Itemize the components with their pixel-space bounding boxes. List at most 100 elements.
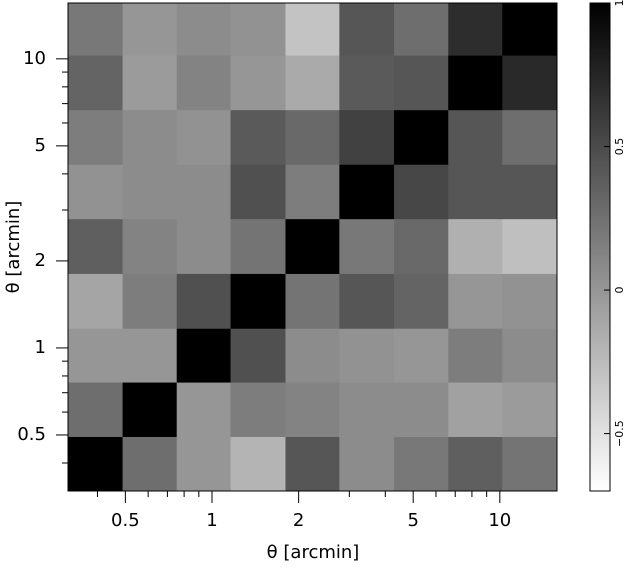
heatmap-cell bbox=[68, 328, 124, 383]
heatmap-cell bbox=[285, 273, 340, 329]
heatmap-cell bbox=[230, 3, 286, 56]
heatmap-cell bbox=[230, 55, 286, 111]
heatmap-cell bbox=[68, 436, 124, 492]
heatmap-cell bbox=[68, 109, 124, 165]
heatmap-cell bbox=[285, 3, 340, 56]
heatmap-cell bbox=[339, 164, 395, 220]
heatmap-cell bbox=[448, 164, 503, 220]
heatmap-cell bbox=[176, 164, 232, 220]
heatmap-cell bbox=[68, 3, 124, 56]
heatmap-cell bbox=[394, 218, 449, 274]
heatmap-cell bbox=[176, 218, 232, 274]
x-tick-label: 2 bbox=[293, 510, 304, 531]
heatmap-cell bbox=[502, 382, 558, 437]
heatmap-cell bbox=[448, 328, 503, 383]
heatmap-cell bbox=[285, 164, 340, 220]
heatmap-cell bbox=[230, 109, 286, 165]
heatmap-cell bbox=[285, 328, 340, 383]
heatmap-cell bbox=[176, 273, 232, 329]
heatmap-cell bbox=[339, 273, 395, 329]
heatmap-cell bbox=[339, 218, 395, 274]
heatmap-cell bbox=[230, 436, 286, 492]
heatmap-cell bbox=[230, 328, 286, 383]
heatmap-cell bbox=[176, 382, 232, 437]
plot-frame bbox=[67, 2, 558, 492]
heatmap-cell bbox=[122, 218, 178, 274]
heatmap-cell bbox=[176, 436, 232, 492]
heatmap-cell bbox=[285, 109, 340, 165]
heatmap-cell bbox=[230, 382, 286, 437]
colorbar-tick-label: 0.5 bbox=[613, 138, 624, 156]
heatmap-cell bbox=[502, 164, 558, 220]
heatmap-cell bbox=[285, 218, 340, 274]
y-axis-label: θ [arcmin] bbox=[3, 201, 24, 294]
heatmap-cell bbox=[285, 436, 340, 492]
heatmap-cell bbox=[122, 55, 178, 111]
heatmap-cell bbox=[502, 109, 558, 165]
heatmap-cell bbox=[122, 273, 178, 329]
heatmap-cell bbox=[394, 3, 449, 56]
heatmap-cell bbox=[394, 382, 449, 437]
heatmap-cell bbox=[68, 218, 124, 274]
y-tick-label: 2 bbox=[35, 250, 46, 271]
x-axis-label: θ [arcmin] bbox=[267, 542, 360, 563]
heatmap-cell bbox=[448, 436, 503, 492]
colorbar-tick-label: 0 bbox=[613, 287, 624, 294]
heatmap-cell bbox=[230, 273, 286, 329]
heatmap-cell bbox=[122, 382, 178, 437]
heatmap-cell bbox=[285, 55, 340, 111]
heatmap-cell bbox=[68, 382, 124, 437]
heatmap-cell bbox=[176, 3, 232, 56]
heatmap-cell bbox=[394, 55, 449, 111]
heatmap-cell bbox=[122, 3, 178, 56]
heatmap-cell bbox=[339, 109, 395, 165]
heatmap-cell bbox=[122, 164, 178, 220]
heatmap-cell bbox=[394, 273, 449, 329]
heatmap-cell bbox=[230, 218, 286, 274]
heatmap-cell bbox=[502, 273, 558, 329]
heatmap-cell bbox=[502, 328, 558, 383]
heatmap-cell bbox=[502, 436, 558, 492]
x-tick-label: 0.5 bbox=[111, 510, 140, 531]
colorbar: 1 0.5 0 −0.5 bbox=[589, 0, 624, 492]
y-tick-label: 5 bbox=[35, 135, 46, 156]
heatmap-cell bbox=[448, 109, 503, 165]
heatmap-cell bbox=[502, 218, 558, 274]
colorbar-tick-label: −0.5 bbox=[613, 420, 624, 447]
heatmap-cell bbox=[339, 436, 395, 492]
heatmap-cell bbox=[448, 273, 503, 329]
heatmap-cell bbox=[339, 3, 395, 56]
y-tick-label: 1 bbox=[35, 337, 46, 358]
heatmap-cell bbox=[176, 328, 232, 383]
x-tick-label: 10 bbox=[488, 510, 511, 531]
heatmap-cell bbox=[339, 328, 395, 383]
heatmap-cell bbox=[176, 55, 232, 111]
heatmap-cell bbox=[394, 436, 449, 492]
heatmap-cell bbox=[68, 164, 124, 220]
heatmap-cell bbox=[68, 55, 124, 111]
heatmap-cell bbox=[339, 55, 395, 111]
heatmap-cell bbox=[448, 55, 503, 111]
x-tick-label: 1 bbox=[206, 510, 217, 531]
heatmap-cell bbox=[448, 218, 503, 274]
heatmap-cell bbox=[448, 382, 503, 437]
heatmap-cell bbox=[176, 109, 232, 165]
heatmap-cell bbox=[394, 328, 449, 383]
heatmap-cell bbox=[285, 382, 340, 437]
y-tick-label: 10 bbox=[23, 48, 46, 69]
heatmap-cell bbox=[394, 164, 449, 220]
y-tick-label: 0.5 bbox=[17, 424, 46, 445]
heatmap-cell bbox=[122, 328, 178, 383]
heatmap-cell bbox=[502, 55, 558, 111]
heatmap-cell bbox=[122, 436, 178, 492]
heatmap-cell bbox=[394, 109, 449, 165]
heatmap-cell bbox=[448, 3, 503, 56]
colorbar-gradient bbox=[589, 2, 611, 492]
heatmap-cell bbox=[230, 164, 286, 220]
heatmap-cell bbox=[339, 382, 395, 437]
heatmap-cell bbox=[68, 273, 124, 329]
x-tick-label: 5 bbox=[407, 510, 418, 531]
colorbar-tick-label: 1 bbox=[613, 0, 624, 7]
heatmap-cell bbox=[122, 109, 178, 165]
